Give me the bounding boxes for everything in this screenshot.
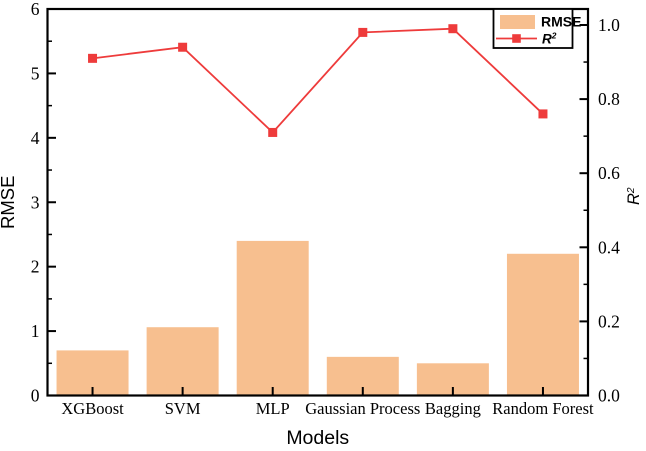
x-tick-label: Random Forest (492, 399, 594, 418)
left-tick-label: 3 (31, 192, 40, 212)
right-tick-label: 0.8 (598, 89, 620, 109)
legend-rmse-label: RMSE (541, 14, 581, 30)
r2-marker-svm (178, 42, 188, 52)
left-tick-label: 0 (31, 386, 40, 406)
x-tick-label: Bagging (425, 399, 481, 418)
superscript: 2 (626, 187, 637, 194)
x-tick-label: SVM (165, 399, 201, 418)
right-tick-label: 0.2 (598, 311, 620, 331)
legend-rmse-swatch (500, 15, 535, 29)
superscript: 2 (551, 31, 557, 41)
rmse-bar-mlp (236, 240, 309, 396)
left-tick-label: 2 (31, 257, 40, 277)
left-tick-label: 6 (31, 0, 40, 19)
x-tick-label: XGBoost (61, 399, 124, 418)
x-tick-label: MLP (256, 399, 290, 418)
rmse-bar-random-forest (506, 253, 579, 396)
r2-marker-bagging (448, 24, 458, 34)
r2-marker-gaussian-process (358, 27, 368, 37)
rmse-bar-svm (146, 327, 219, 396)
right-axis: 0.0 0.2 0.4 0.6 0.8 1.0 (579, 15, 620, 406)
legend-r2-marker (512, 34, 521, 43)
right-tick-label: 0.4 (598, 237, 620, 257)
left-axis-title: RMSE (0, 176, 18, 229)
x-tick-label: Gaussian Process (305, 399, 420, 418)
r2-line-series (88, 24, 548, 137)
r2-marker-random-forest (538, 109, 548, 119)
right-tick-label: 0.6 (598, 163, 620, 183)
left-tick-label: 5 (31, 63, 40, 83)
left-tick-label: 1 (31, 321, 40, 341)
x-axis: XGBoost SVM MLP Gaussian Process Bagging Rand… (61, 387, 594, 418)
r2-marker-mlp (268, 127, 278, 137)
right-tick-label: 1.0 (598, 15, 620, 35)
left-axis: 0 1 2 3 4 5 6 (31, 0, 56, 406)
r2-line (92, 27, 544, 134)
x-axis-title: Models (286, 427, 349, 449)
right-tick-label: 0.0 (598, 386, 620, 406)
left-tick-label: 4 (31, 128, 40, 148)
r2-marker-xgboost (88, 53, 98, 63)
